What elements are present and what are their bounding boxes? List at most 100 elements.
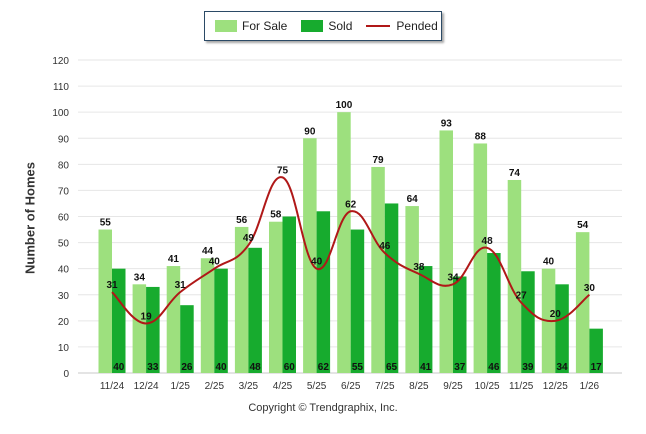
y-tick-label: 40 — [58, 265, 70, 276]
x-tick-label: 11/24 — [100, 381, 125, 392]
legend-item-pended[interactable]: Pended — [366, 19, 438, 33]
legend-label-for-sale: For Sale — [242, 19, 288, 33]
sold-value-label: 40 — [215, 362, 227, 373]
y-axis-tick-labels: 0 10 20 30 40 50 60 70 80 90 100 110 120 — [52, 56, 69, 380]
for-sale-value-label: 55 — [100, 218, 112, 229]
for-sale-bar — [371, 166, 385, 373]
y-tick-label: 50 — [58, 239, 70, 250]
y-tick-label: 120 — [52, 56, 69, 67]
for-sale-value-label: 44 — [202, 246, 214, 257]
for-sale-value-label: 79 — [372, 155, 384, 166]
for-sale-value-label: 88 — [475, 131, 487, 142]
x-tick-label: 5/25 — [307, 381, 327, 392]
for-sale-bar — [132, 284, 147, 373]
x-axis-tick-labels: 11/24 12/24 1/25 2/25 3/25 4/25 5/25 6/25 7/25 8/… — [100, 381, 600, 392]
x-tick-label: 11/25 — [509, 381, 534, 392]
sold-bar — [146, 286, 160, 373]
for-sale-value-label: 90 — [304, 126, 316, 137]
legend-item-for-sale[interactable]: For Sale — [215, 19, 287, 33]
sold-value-label: 55 — [352, 362, 364, 373]
for-sale-swatch — [215, 20, 237, 32]
y-tick-label: 110 — [53, 82, 69, 93]
x-tick-label: 12/24 — [134, 381, 159, 392]
sold-bar — [248, 247, 262, 373]
y-axis-title: Number of Homes — [22, 162, 38, 274]
sold-bar — [180, 305, 194, 373]
pended-value-label: 40 — [311, 257, 323, 268]
legend-item-sold[interactable]: Sold — [301, 19, 352, 33]
sold-value-label: 40 — [113, 362, 125, 373]
for-sale-bar — [200, 258, 215, 373]
bars — [98, 112, 603, 374]
pended-line-series — [111, 176, 591, 325]
sold-bar — [214, 268, 228, 373]
y-tick-label: 60 — [58, 213, 70, 224]
sold-value-label: 48 — [250, 362, 262, 373]
sold-bar — [453, 276, 467, 373]
copyright-text: Copyright © Trendgraphix, Inc. — [248, 402, 398, 414]
sold-bar — [487, 253, 501, 373]
sold-value-label: 41 — [420, 362, 432, 373]
sold-bar — [384, 203, 399, 373]
for-sale-value-label: 34 — [134, 272, 146, 283]
for-sale-bar — [405, 206, 419, 373]
pended-value-label: 27 — [516, 291, 528, 302]
x-tick-label: 12/25 — [543, 381, 568, 392]
y-tick-label: 100 — [52, 108, 69, 119]
sold-bar — [555, 284, 569, 373]
sold-value-label: 46 — [488, 362, 500, 373]
sold-value-label: 65 — [386, 362, 398, 373]
x-tick-label: 10/25 — [475, 381, 500, 392]
sold-value-label: 34 — [556, 362, 568, 373]
for-sale-value-label: 40 — [543, 257, 555, 268]
for-sale-value-label: 64 — [407, 194, 419, 205]
for-sale-bar — [303, 138, 317, 373]
sold-bar — [282, 216, 296, 373]
pended-value-label: 48 — [482, 236, 494, 247]
pended-value-label: 20 — [550, 309, 562, 320]
pended-line — [111, 176, 591, 325]
sold-bar — [521, 271, 535, 373]
pended-value-label: 40 — [209, 257, 221, 268]
for-sale-bar — [439, 130, 453, 373]
y-tick-label: 70 — [58, 186, 70, 197]
for-sale-value-label: 100 — [336, 100, 353, 111]
sold-value-label: 26 — [181, 362, 193, 373]
sold-bar — [316, 211, 331, 373]
x-tick-label: 1/26 — [580, 381, 600, 392]
sold-value-label: 17 — [591, 362, 603, 373]
for-sale-bar — [473, 143, 488, 373]
sold-value-label: 33 — [147, 362, 159, 373]
pended-value-label: 30 — [584, 283, 596, 294]
x-tick-label: 6/25 — [341, 381, 361, 392]
for-sale-bar — [234, 226, 249, 373]
pended-value-label: 31 — [106, 280, 118, 291]
sold-bar — [589, 328, 603, 373]
y-tick-label: 10 — [58, 343, 70, 354]
sold-value-label: 60 — [284, 362, 296, 373]
for-sale-bar — [269, 221, 283, 373]
for-sale-bar — [507, 179, 522, 373]
for-sale-bar — [98, 229, 112, 373]
x-tick-label: 4/25 — [273, 381, 293, 392]
pended-value-label: 62 — [345, 199, 357, 210]
sold-value-label: 37 — [454, 362, 466, 373]
pended-value-label: 49 — [243, 233, 255, 244]
for-sale-value-label: 56 — [236, 215, 248, 226]
for-sale-bar — [337, 112, 351, 374]
x-tick-label: 9/25 — [443, 381, 463, 392]
for-sale-value-label: 74 — [509, 168, 521, 179]
legend-label-sold: Sold — [328, 19, 353, 33]
pended-value-label: 46 — [379, 241, 391, 252]
pended-value-label: 75 — [277, 165, 289, 176]
for-sale-value-label: 93 — [441, 118, 453, 129]
x-tick-label: 1/25 — [170, 381, 190, 392]
sold-bar — [350, 229, 365, 373]
x-tick-label: 8/25 — [409, 381, 429, 392]
pended-swatch — [366, 25, 391, 27]
pended-value-label: 34 — [447, 272, 459, 283]
y-tick-label: 0 — [63, 369, 69, 380]
for-sale-value-label: 41 — [168, 254, 180, 265]
x-tick-label: 7/25 — [375, 381, 395, 392]
